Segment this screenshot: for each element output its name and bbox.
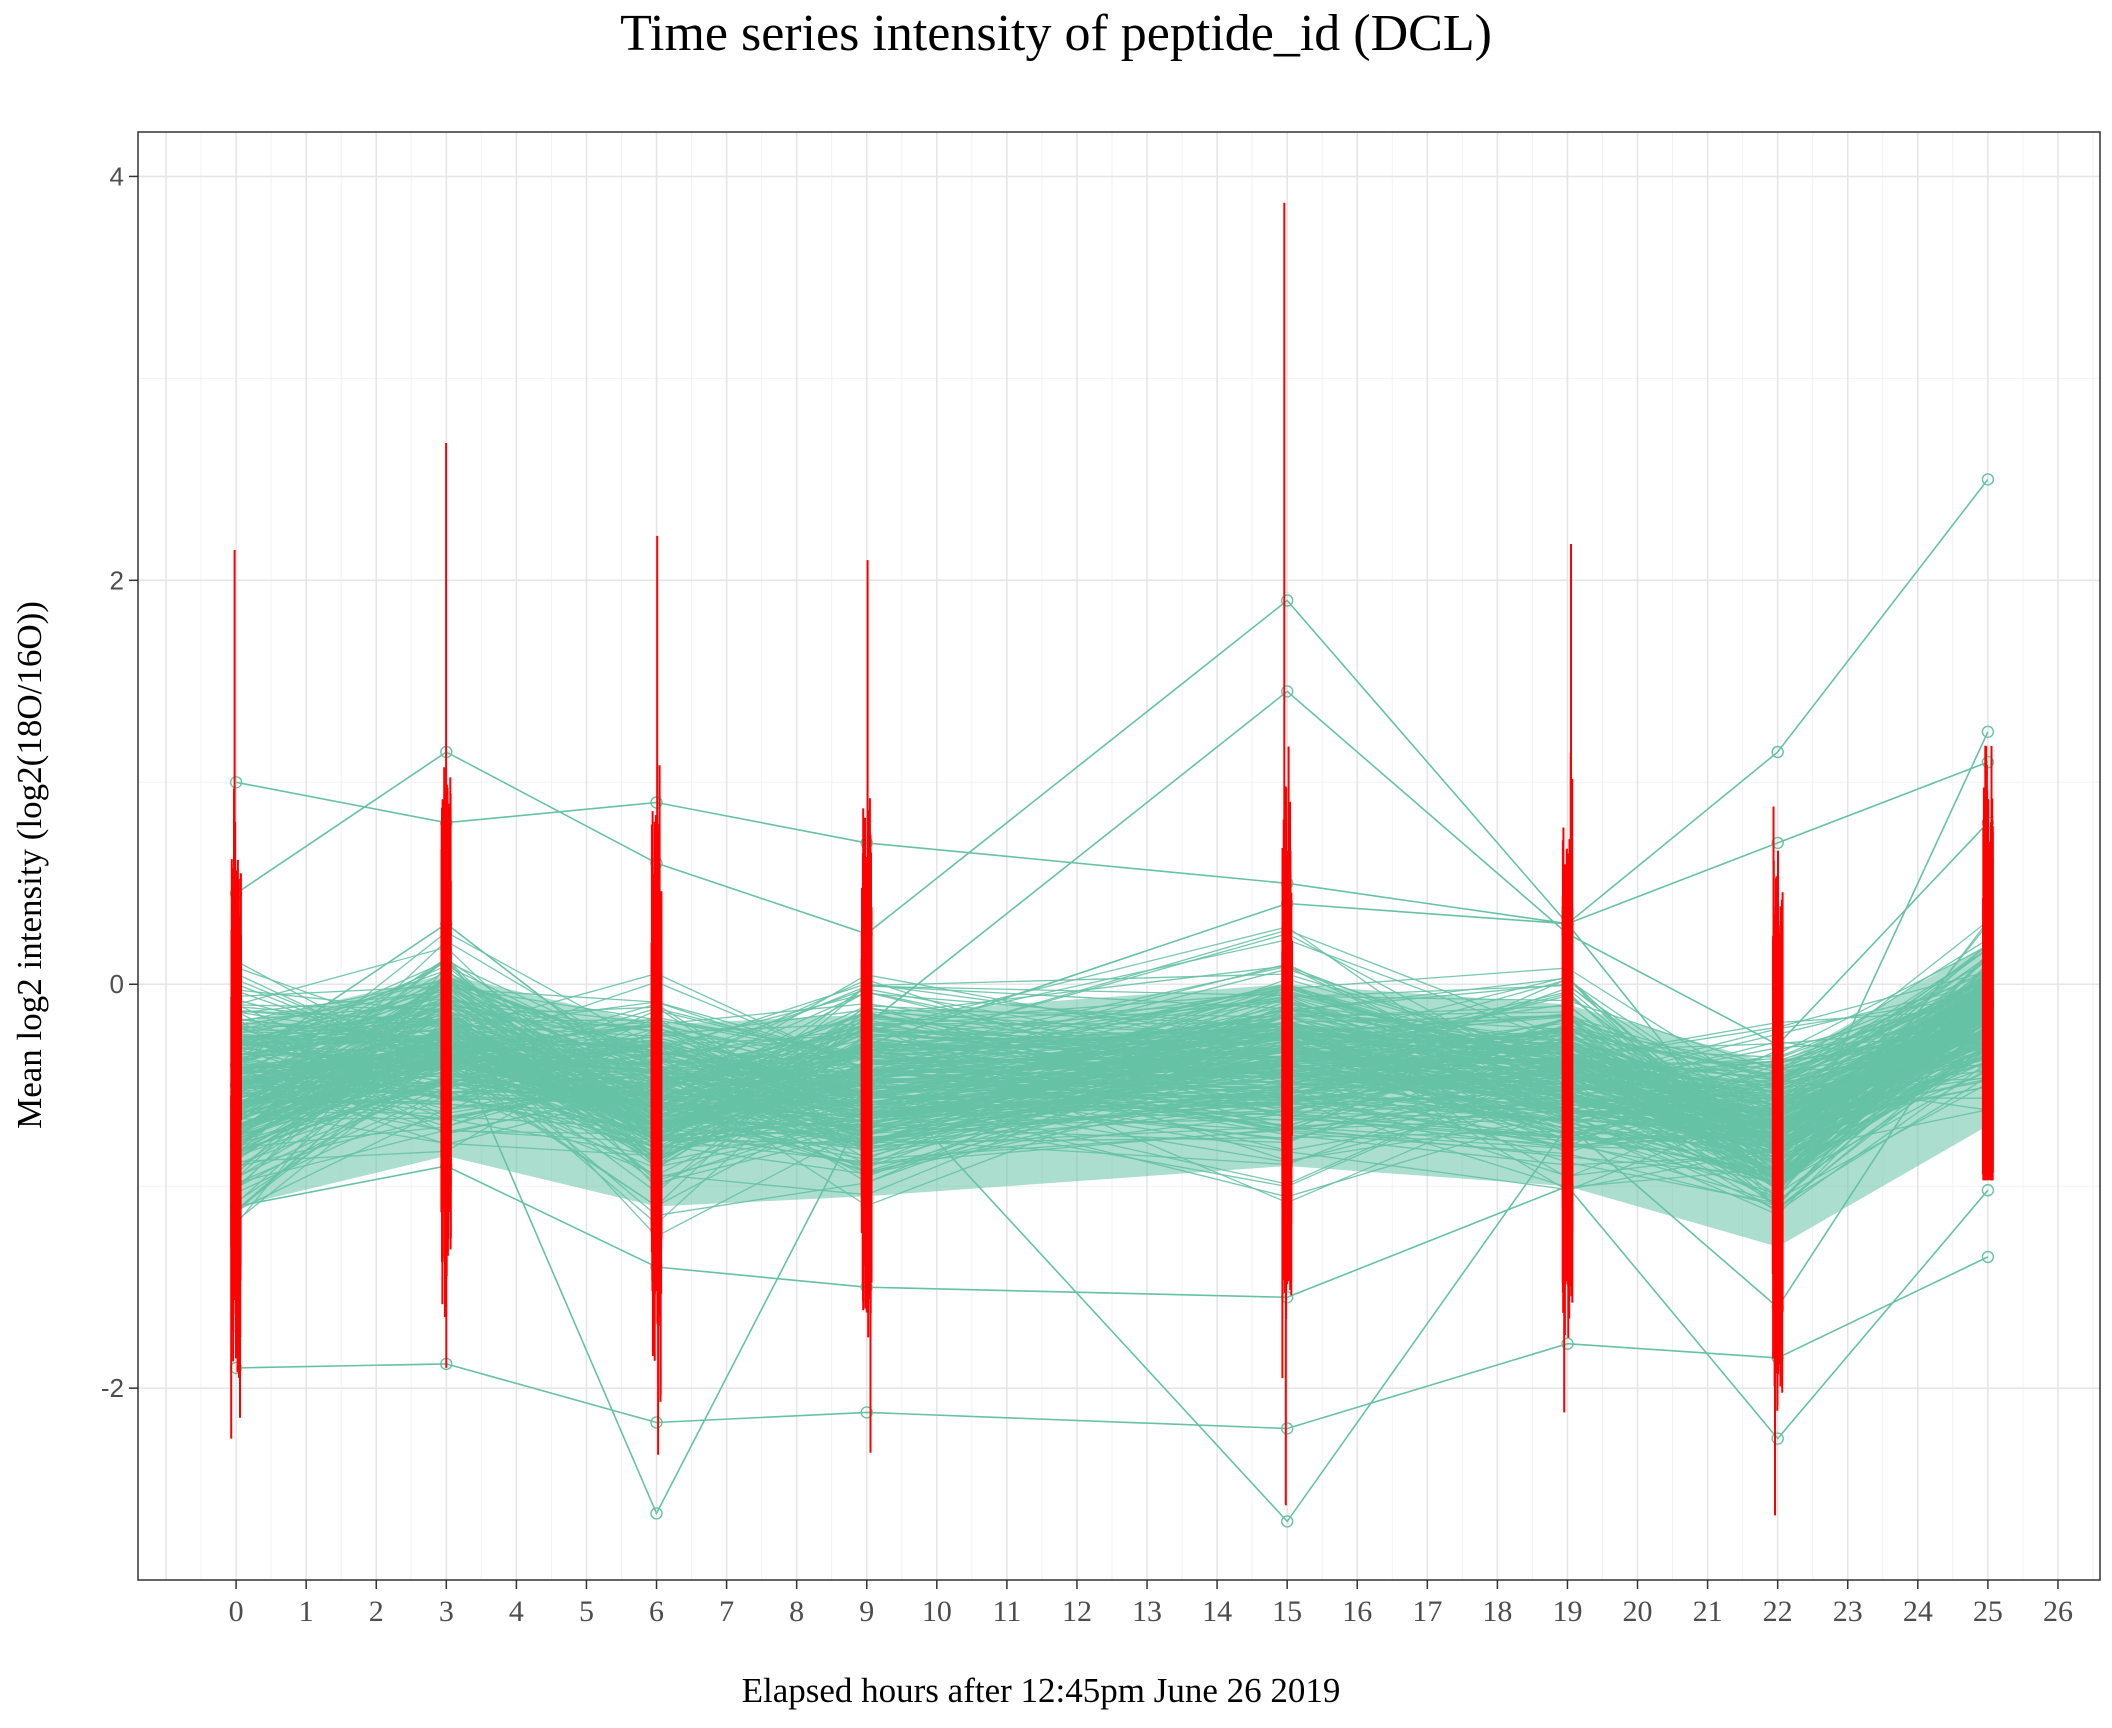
series-line xyxy=(236,731,1989,1188)
series-line xyxy=(236,984,1989,1127)
x-tick-label: 12 xyxy=(1062,1595,1092,1628)
chart-title: Time series intensity of peptide_id (DCL… xyxy=(620,5,1492,62)
series-line xyxy=(236,1002,1989,1105)
x-tick-label: 7 xyxy=(719,1595,734,1628)
series-line xyxy=(235,970,1989,1209)
series-line xyxy=(235,991,1989,1185)
series-point xyxy=(229,776,243,789)
series-point xyxy=(1981,1250,1995,1264)
x-tick-label: 19 xyxy=(1552,1595,1582,1628)
series-line xyxy=(235,953,1989,1175)
y-axis: -2 0 2 4 xyxy=(101,161,138,1403)
series-line xyxy=(236,1256,1989,1430)
y-tick-label: 2 xyxy=(110,565,124,595)
x-tick-label: 22 xyxy=(1763,1595,1793,1628)
x-tick-label: 4 xyxy=(509,1595,524,1628)
x-tick-label: 0 xyxy=(229,1595,244,1628)
series-line xyxy=(236,929,1989,1145)
y-tick-label: 0 xyxy=(110,969,124,999)
series-line xyxy=(235,943,1989,1179)
series-line xyxy=(235,983,1989,1523)
x-tick-label: 26 xyxy=(2043,1595,2073,1628)
x-tick-label: 17 xyxy=(1412,1595,1442,1628)
y-axis-title: Mean log2 intensity (log2(18O/16O)) xyxy=(10,601,49,1129)
series-line xyxy=(235,1003,1989,1516)
series-line xyxy=(235,971,1989,1127)
series-line xyxy=(236,985,1989,1163)
series-line xyxy=(235,1006,1989,1184)
series-point xyxy=(1981,473,1995,486)
x-tick-label: 15 xyxy=(1272,1595,1302,1628)
series-line xyxy=(235,478,1989,935)
series-line xyxy=(235,690,1989,1087)
series-line xyxy=(235,974,1989,1187)
panel-border xyxy=(137,131,2101,1581)
series-point xyxy=(1280,1422,1294,1435)
x-tick-label: 25 xyxy=(1973,1595,2003,1628)
x-axis: 0 1 2 3 4 5 6 7 8 9 10 11 12 13 14 15 16 17 18 19 20 21 22 23 24… xyxy=(229,1580,2073,1628)
series-point xyxy=(650,1507,663,1520)
grid-minor xyxy=(138,132,2100,1580)
series-line xyxy=(235,992,1989,1192)
series-line xyxy=(235,1042,1989,1173)
x-tick-label: 2 xyxy=(369,1595,384,1628)
series-line xyxy=(235,949,1989,1130)
series-line xyxy=(235,761,1989,925)
series-point xyxy=(1771,745,1784,759)
x-tick-label: 1 xyxy=(299,1595,314,1628)
series-line xyxy=(235,980,1989,1179)
series-line xyxy=(235,1017,1989,1122)
x-tick-label: 16 xyxy=(1342,1595,1372,1628)
x-tick-label: 23 xyxy=(1833,1595,1863,1628)
series-point xyxy=(1981,725,1995,738)
series-line xyxy=(235,965,1989,1151)
x-axis-title: Elapsed hours after 12:45pm June 26 2019 xyxy=(742,1671,1341,1710)
series-point xyxy=(1771,1432,1784,1445)
series-point xyxy=(650,1416,663,1429)
series-line xyxy=(236,994,1989,1127)
series-point xyxy=(1771,836,1784,850)
x-tick-label: 10 xyxy=(922,1595,952,1628)
x-tick-label: 18 xyxy=(1482,1595,1512,1628)
x-tick-label: 24 xyxy=(1903,1595,1933,1628)
series-line xyxy=(236,985,1989,1147)
series-lines xyxy=(235,478,1989,1523)
series-line xyxy=(236,992,1989,1126)
x-tick-label: 6 xyxy=(649,1595,664,1628)
series-point xyxy=(1561,1337,1574,1350)
grid-major xyxy=(138,132,2100,1580)
y-tick-label: -2 xyxy=(101,1373,124,1403)
series-point xyxy=(1280,1515,1294,1528)
x-tick-label: 11 xyxy=(992,1595,1021,1628)
series-line xyxy=(235,978,1989,1142)
x-tick-label: 14 xyxy=(1202,1595,1232,1628)
x-tick-label: 3 xyxy=(439,1595,454,1628)
x-tick-label: 20 xyxy=(1623,1595,1653,1628)
x-tick-label: 5 xyxy=(579,1595,594,1628)
x-tick-label: 21 xyxy=(1693,1595,1723,1628)
x-tick-label: 8 xyxy=(789,1595,804,1628)
series-line xyxy=(235,1165,1989,1440)
series-point xyxy=(1280,685,1294,698)
error-bars xyxy=(230,202,1994,1516)
y-tick-label: 4 xyxy=(110,161,124,191)
series-line xyxy=(235,1032,1989,1174)
x-tick-label: 9 xyxy=(859,1595,874,1628)
series-line xyxy=(235,981,1989,1152)
series-line xyxy=(235,955,1989,1118)
series-line xyxy=(235,920,1989,1199)
series-point xyxy=(1280,594,1294,607)
x-tick-label: 13 xyxy=(1132,1595,1162,1628)
series-point xyxy=(860,1406,873,1419)
series-point xyxy=(1981,1183,1995,1197)
